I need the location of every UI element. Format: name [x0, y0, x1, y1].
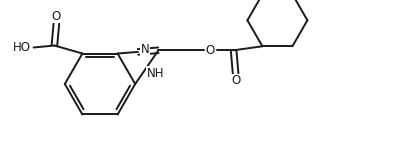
Text: O: O — [206, 44, 215, 57]
Text: NH: NH — [147, 67, 164, 80]
Text: O: O — [52, 10, 61, 23]
Text: O: O — [231, 74, 240, 87]
Text: HO: HO — [13, 41, 31, 54]
Text: N: N — [141, 43, 150, 56]
